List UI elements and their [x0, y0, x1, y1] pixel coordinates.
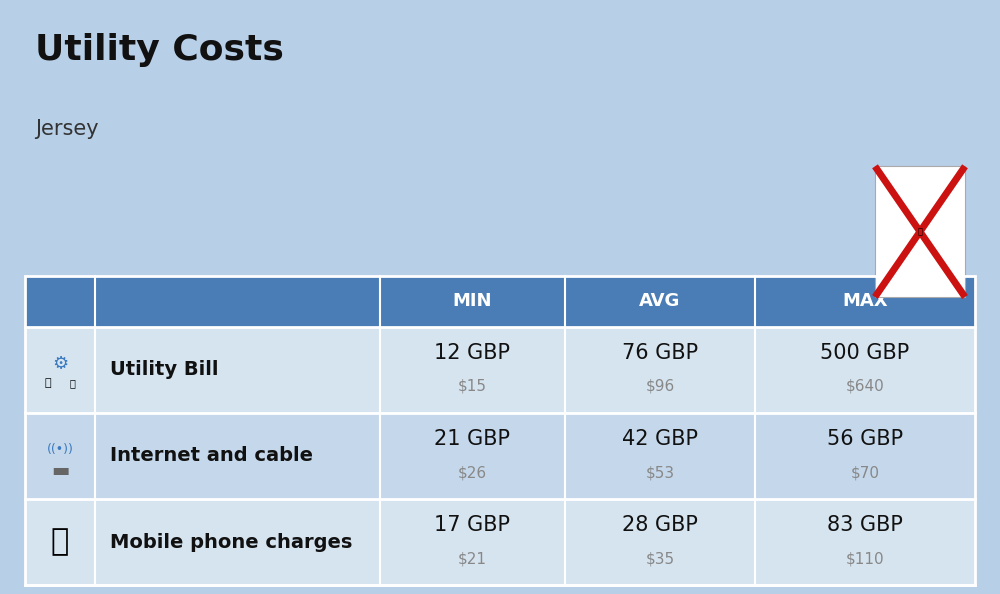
Text: AVG: AVG: [639, 292, 681, 311]
Bar: [25, 276, 975, 585]
Text: 📷: 📷: [69, 378, 75, 388]
Text: $15: $15: [458, 379, 487, 394]
Text: $21: $21: [458, 551, 487, 566]
Text: 🔱: 🔱: [918, 227, 922, 236]
Text: $640: $640: [846, 379, 884, 394]
Bar: [25, 499, 975, 585]
Text: Jersey: Jersey: [35, 119, 99, 139]
Text: 🔌: 🔌: [45, 378, 51, 388]
Text: 500 GBP: 500 GBP: [820, 343, 910, 363]
Text: MAX: MAX: [842, 292, 888, 311]
Text: ▬: ▬: [51, 462, 69, 480]
Text: $110: $110: [846, 551, 884, 566]
Text: 76 GBP: 76 GBP: [622, 343, 698, 363]
Text: 17 GBP: 17 GBP: [434, 516, 511, 535]
Text: 21 GBP: 21 GBP: [434, 429, 511, 449]
Text: $70: $70: [850, 465, 880, 480]
Bar: [25, 327, 975, 413]
Text: $35: $35: [645, 551, 675, 566]
Bar: [25, 413, 975, 499]
Text: 83 GBP: 83 GBP: [827, 516, 903, 535]
Text: ⚙: ⚙: [52, 355, 68, 373]
Text: $53: $53: [645, 465, 675, 480]
Text: Internet and cable: Internet and cable: [110, 447, 313, 465]
Bar: [875, 166, 965, 297]
Text: MIN: MIN: [453, 292, 492, 311]
Text: Mobile phone charges: Mobile phone charges: [110, 533, 352, 551]
Text: $26: $26: [458, 465, 487, 480]
Text: 56 GBP: 56 GBP: [827, 429, 903, 449]
Text: Utility Bill: Utility Bill: [110, 361, 218, 379]
Text: 📱: 📱: [51, 527, 69, 557]
Text: ((•)): ((•)): [47, 444, 73, 456]
Text: 28 GBP: 28 GBP: [622, 516, 698, 535]
Bar: [25, 276, 975, 327]
Text: 42 GBP: 42 GBP: [622, 429, 698, 449]
Text: 12 GBP: 12 GBP: [434, 343, 511, 363]
Text: Utility Costs: Utility Costs: [35, 33, 284, 67]
Text: $96: $96: [645, 379, 675, 394]
